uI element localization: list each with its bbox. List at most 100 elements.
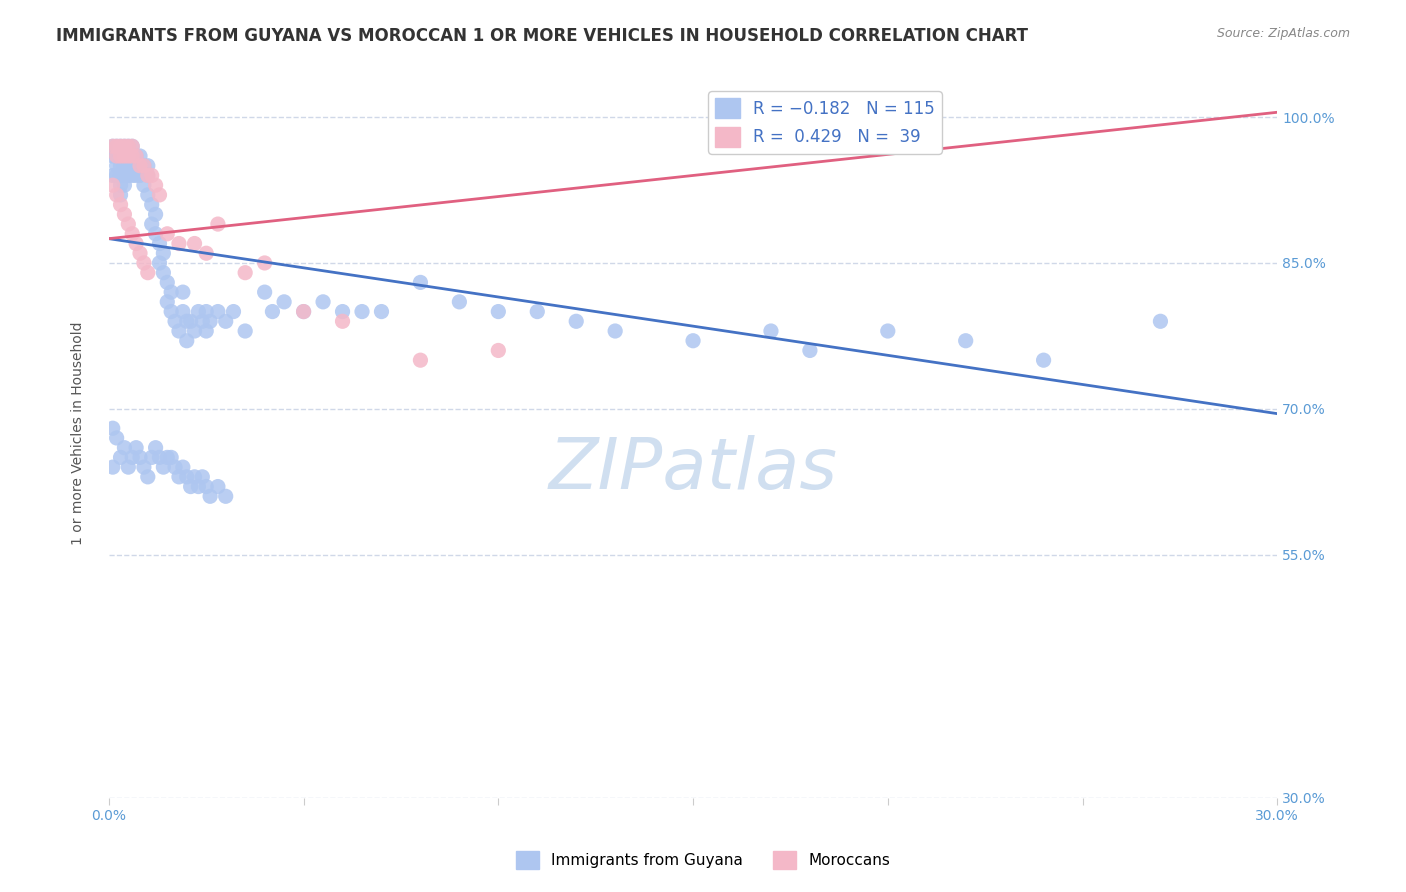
Point bbox=[117, 217, 139, 231]
Point bbox=[112, 441, 135, 455]
Point bbox=[121, 450, 143, 465]
Point bbox=[132, 159, 155, 173]
Point bbox=[101, 421, 124, 435]
Point bbox=[253, 256, 276, 270]
Point bbox=[132, 159, 155, 173]
Point bbox=[112, 149, 135, 163]
Point bbox=[160, 304, 183, 318]
Point bbox=[191, 470, 214, 484]
Point bbox=[145, 227, 167, 241]
Point bbox=[167, 324, 190, 338]
Point bbox=[183, 324, 205, 338]
Point bbox=[167, 236, 190, 251]
Point bbox=[198, 489, 221, 503]
Point bbox=[129, 169, 152, 183]
Point bbox=[176, 470, 198, 484]
Y-axis label: 1 or more Vehicles in Household: 1 or more Vehicles in Household bbox=[72, 321, 86, 545]
Point bbox=[172, 304, 194, 318]
Point bbox=[121, 149, 143, 163]
Point bbox=[409, 276, 432, 290]
Point bbox=[121, 149, 143, 163]
Point bbox=[112, 139, 135, 153]
Point bbox=[180, 314, 202, 328]
Point bbox=[117, 139, 139, 153]
Point bbox=[955, 334, 977, 348]
Point bbox=[121, 159, 143, 173]
Point bbox=[117, 149, 139, 163]
Point bbox=[129, 149, 152, 163]
Point bbox=[195, 479, 218, 493]
Point bbox=[129, 246, 152, 260]
Point bbox=[105, 159, 128, 173]
Point bbox=[141, 197, 163, 211]
Point bbox=[141, 217, 163, 231]
Point bbox=[125, 149, 148, 163]
Point bbox=[1149, 314, 1171, 328]
Point bbox=[110, 178, 132, 193]
Point bbox=[110, 188, 132, 202]
Point bbox=[605, 324, 627, 338]
Text: ZIPatlas: ZIPatlas bbox=[548, 435, 838, 504]
Point bbox=[121, 227, 143, 241]
Point bbox=[195, 304, 218, 318]
Point bbox=[180, 479, 202, 493]
Point bbox=[148, 256, 170, 270]
Point bbox=[156, 227, 179, 241]
Point bbox=[110, 139, 132, 153]
Point bbox=[195, 246, 218, 260]
Point bbox=[105, 139, 128, 153]
Point bbox=[110, 149, 132, 163]
Point bbox=[117, 169, 139, 183]
Point bbox=[253, 285, 276, 299]
Point bbox=[262, 304, 284, 318]
Point bbox=[486, 304, 509, 318]
Point bbox=[292, 304, 315, 318]
Point bbox=[101, 149, 124, 163]
Point bbox=[101, 169, 124, 183]
Point bbox=[112, 178, 135, 193]
Point bbox=[332, 314, 354, 328]
Point bbox=[165, 460, 187, 475]
Point bbox=[110, 169, 132, 183]
Point bbox=[136, 266, 159, 280]
Point bbox=[148, 236, 170, 251]
Point bbox=[112, 207, 135, 221]
Point bbox=[172, 285, 194, 299]
Point bbox=[187, 479, 209, 493]
Point bbox=[292, 304, 315, 318]
Point bbox=[105, 139, 128, 153]
Point bbox=[145, 441, 167, 455]
Point bbox=[312, 294, 335, 309]
Point bbox=[195, 324, 218, 338]
Point bbox=[125, 169, 148, 183]
Point bbox=[105, 431, 128, 445]
Point bbox=[132, 178, 155, 193]
Point bbox=[409, 353, 432, 368]
Point bbox=[198, 314, 221, 328]
Point bbox=[152, 460, 174, 475]
Point bbox=[136, 169, 159, 183]
Point bbox=[370, 304, 392, 318]
Point bbox=[215, 314, 238, 328]
Point bbox=[101, 139, 124, 153]
Point bbox=[121, 139, 143, 153]
Point bbox=[187, 304, 209, 318]
Point bbox=[105, 149, 128, 163]
Point bbox=[449, 294, 471, 309]
Point bbox=[125, 159, 148, 173]
Point bbox=[145, 178, 167, 193]
Point bbox=[101, 460, 124, 475]
Point bbox=[117, 460, 139, 475]
Point bbox=[112, 139, 135, 153]
Point bbox=[156, 276, 179, 290]
Point bbox=[332, 304, 354, 318]
Point bbox=[110, 139, 132, 153]
Point bbox=[526, 304, 548, 318]
Point bbox=[110, 197, 132, 211]
Point bbox=[183, 236, 205, 251]
Point bbox=[110, 159, 132, 173]
Point bbox=[172, 460, 194, 475]
Point bbox=[145, 207, 167, 221]
Point bbox=[152, 266, 174, 280]
Point bbox=[112, 149, 135, 163]
